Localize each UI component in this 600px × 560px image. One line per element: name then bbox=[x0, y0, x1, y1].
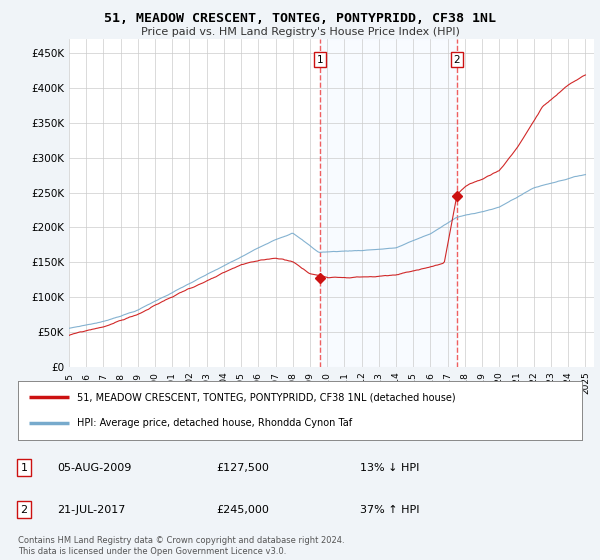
Text: Price paid vs. HM Land Registry's House Price Index (HPI): Price paid vs. HM Land Registry's House … bbox=[140, 27, 460, 37]
Text: 2: 2 bbox=[20, 505, 28, 515]
Text: 51, MEADOW CRESCENT, TONTEG, PONTYPRIDD, CF38 1NL: 51, MEADOW CRESCENT, TONTEG, PONTYPRIDD,… bbox=[104, 12, 496, 25]
Text: £127,500: £127,500 bbox=[216, 463, 269, 473]
Text: 2: 2 bbox=[454, 54, 460, 64]
Text: 21-JUL-2017: 21-JUL-2017 bbox=[57, 505, 125, 515]
Text: 37% ↑ HPI: 37% ↑ HPI bbox=[360, 505, 419, 515]
Text: HPI: Average price, detached house, Rhondda Cynon Taf: HPI: Average price, detached house, Rhon… bbox=[77, 418, 352, 428]
Text: Contains HM Land Registry data © Crown copyright and database right 2024.
This d: Contains HM Land Registry data © Crown c… bbox=[18, 536, 344, 556]
Bar bbox=[320, 39, 457, 367]
Text: 1: 1 bbox=[317, 54, 323, 64]
Text: 1: 1 bbox=[20, 463, 28, 473]
Text: £245,000: £245,000 bbox=[216, 505, 269, 515]
Text: 05-AUG-2009: 05-AUG-2009 bbox=[57, 463, 131, 473]
Text: 13% ↓ HPI: 13% ↓ HPI bbox=[360, 463, 419, 473]
Text: 51, MEADOW CRESCENT, TONTEG, PONTYPRIDD, CF38 1NL (detached house): 51, MEADOW CRESCENT, TONTEG, PONTYPRIDD,… bbox=[77, 392, 456, 402]
